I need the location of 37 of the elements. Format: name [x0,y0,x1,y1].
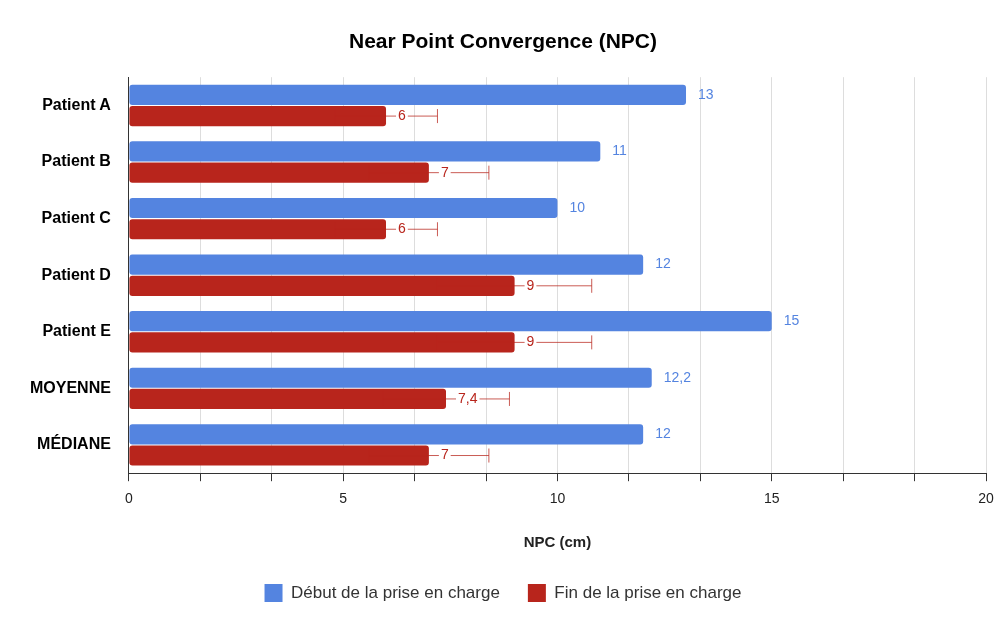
data-label: 12 [655,255,671,272]
data-label: 15 [783,312,800,329]
data-label: 11 [612,142,628,159]
y-tick-label: MOYENNE [29,378,112,396]
data-label: 12 [655,425,671,442]
x-tick-label: 20 [978,490,994,507]
y-tick-label: Patient C [41,209,112,227]
data-label: 10 [569,198,586,215]
bar [129,311,772,332]
legend-label: Fin de la prise en charge [554,582,742,602]
data-label: 7 [440,163,449,180]
bar [129,254,644,275]
y-tick-label: Patient D [41,265,111,283]
bar [129,424,644,445]
bar [129,197,558,219]
x-tick-label: 0 [125,490,133,507]
data-label: 13 [698,85,714,102]
data-label: 7,4 [458,389,478,406]
legend-label: Début de la prise en charge [291,582,500,602]
x-tick-label: 5 [339,490,348,507]
y-tick-label: MÉDIANE [37,434,112,453]
x-tick-label: 10 [549,490,566,507]
x-tick-label: 15 [763,490,780,507]
data-label: 7 [440,446,449,463]
bar [129,367,652,388]
chart-title: Near Point Convergence (NPC) [348,29,658,53]
bar [129,141,601,162]
data-label: 6 [398,106,407,123]
data-label: 6 [398,220,407,237]
data-label: 9 [526,333,535,350]
y-tick-label: Patient E [42,322,112,340]
y-tick-label: Patient A [42,95,112,113]
data-label: 12,2 [663,368,692,385]
data-label: 9 [526,276,535,293]
bar [129,84,687,105]
y-tick-label: Patient B [41,152,111,170]
x-axis-title: NPC (cm) [523,533,592,551]
